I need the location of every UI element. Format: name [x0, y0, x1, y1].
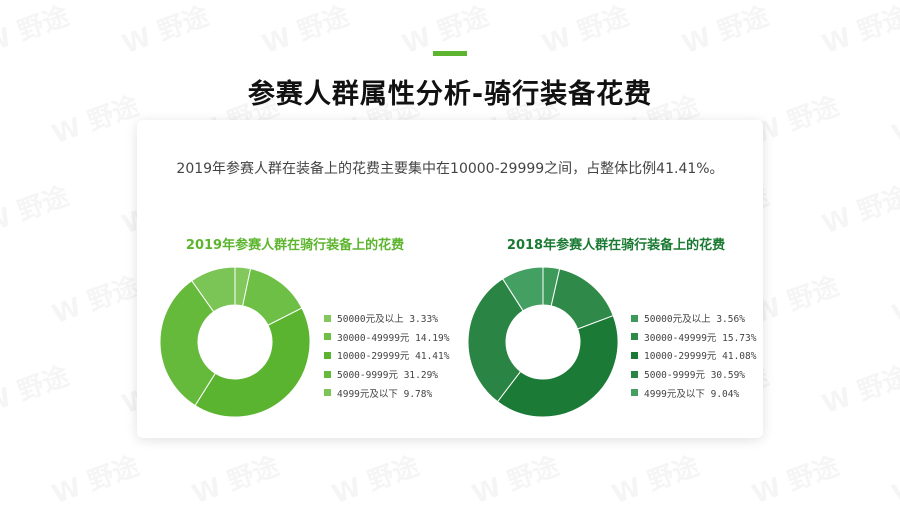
watermark-text: W 野途	[0, 176, 73, 241]
legend-label: 50000元及以上 3.56%	[644, 314, 745, 326]
title-accent-bar	[433, 51, 467, 56]
legend-item: 50000元及以上 3.33%	[324, 309, 449, 328]
legend-swatch	[324, 370, 331, 378]
watermark-text: W 野途	[0, 0, 73, 61]
legend-swatch	[324, 389, 331, 397]
legend-label: 50000元及以上 3.33%	[337, 314, 438, 326]
legend-swatch	[631, 370, 638, 378]
legend-swatch	[631, 333, 638, 341]
watermark-text: W 野途	[46, 446, 143, 506]
legend-swatch	[324, 333, 331, 341]
chart-2018-title: 2018年参赛人群在骑行装备上的花费	[506, 238, 726, 253]
legend-item: 10000-29999元 41.08%	[631, 346, 756, 365]
summary-text: 2019年参赛人群在装备上的花费主要集中在10000-29999之间，占整体比例…	[176, 161, 724, 177]
legend-label: 5000-9999元 30.59%	[644, 370, 746, 382]
watermark-text: W 野途	[186, 446, 283, 506]
legend-label: 5000-9999元 31.29%	[337, 370, 439, 382]
donut-chart-2018	[467, 266, 619, 418]
legend-label: 10000-29999元 41.08%	[644, 351, 757, 363]
donut-slice-2	[496, 315, 619, 418]
chart-2019-title: 2019年参赛人群在骑行装备上的花费	[185, 238, 405, 253]
legend-swatch	[631, 351, 638, 359]
legend-label: 4999元及以下 9.04%	[644, 388, 740, 400]
legend-label: 30000-49999元 15.73%	[644, 332, 757, 344]
donut-slice-3	[467, 278, 524, 403]
watermark-text: W 野途	[816, 356, 900, 421]
watermark-text: W 野途	[676, 0, 773, 61]
legend-2019: 50000元及以上 3.33% 30000-49999元 14.19% 10000-…	[324, 309, 449, 402]
donut-chart-2019	[159, 266, 311, 418]
watermark-text: W 野途	[0, 356, 73, 421]
legend-2018: 50000元及以上 3.56% 30000-49999元 15.73% 10000-…	[631, 309, 756, 402]
legend-item: 5000-9999元 31.29%	[324, 365, 449, 384]
donut-slice-3	[159, 280, 217, 407]
legend-swatch	[631, 389, 638, 397]
watermark-text: W 野途	[256, 0, 353, 61]
legend-item: 4999元及以下 9.78%	[324, 383, 449, 402]
watermark-text: W 野途	[816, 0, 900, 61]
legend-item: 4999元及以下 9.04%	[631, 383, 756, 402]
donut-slice-4	[501, 266, 544, 312]
legend-label: 4999元及以下 9.78%	[337, 388, 433, 400]
donut-slice-4	[191, 266, 236, 313]
watermark-text: W 野途	[886, 266, 900, 331]
legend-item: 10000-29999元 41.41%	[324, 346, 449, 365]
watermark-text: W 野途	[886, 446, 900, 506]
watermark-text: W 野途	[816, 176, 900, 241]
legend-label: 30000-49999元 14.19%	[337, 332, 450, 344]
legend-item: 50000元及以上 3.56%	[631, 309, 756, 328]
page-title: 参赛人群属性分析-骑行装备花费	[247, 79, 653, 110]
watermark-text: W 野途	[466, 446, 563, 506]
legend-item: 30000-49999元 15.73%	[631, 328, 756, 347]
legend-swatch	[631, 314, 638, 322]
legend-swatch	[324, 314, 331, 322]
legend-item: 30000-49999元 14.19%	[324, 328, 449, 347]
donut-slice-2	[194, 307, 311, 418]
legend-item: 5000-9999元 30.59%	[631, 365, 756, 384]
watermark-text: W 野途	[116, 0, 213, 61]
watermark-text: W 野途	[536, 0, 633, 61]
watermark-text: W 野途	[746, 446, 843, 506]
watermark-text: W 野途	[46, 266, 143, 331]
legend-swatch	[324, 351, 331, 359]
watermark-text: W 野途	[326, 446, 423, 506]
legend-label: 10000-29999元 41.41%	[337, 351, 450, 363]
watermark-text: W 野途	[606, 446, 703, 506]
